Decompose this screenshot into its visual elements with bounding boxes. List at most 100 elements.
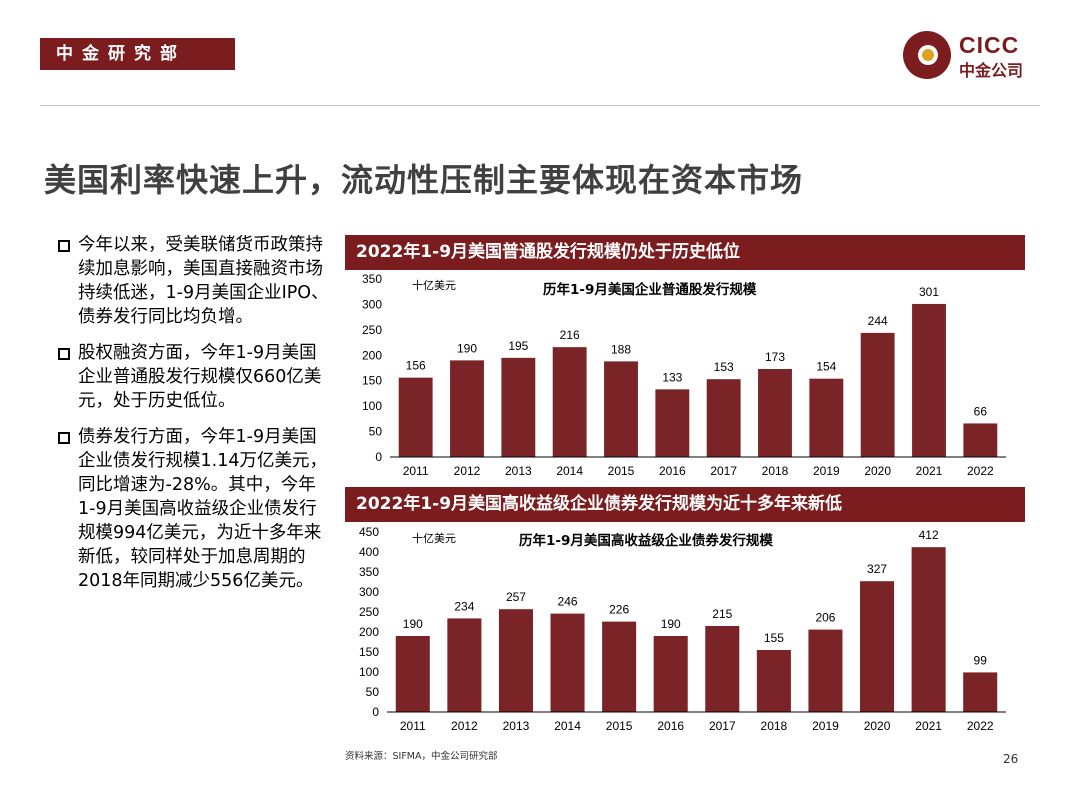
bullet-square-icon	[58, 348, 70, 360]
x-tick-label: 2017	[709, 719, 736, 733]
logo-text-cn: 中金公司	[959, 61, 1024, 80]
header-divider	[40, 105, 1040, 106]
data-label: 190	[661, 617, 681, 631]
page-number: 26	[1003, 752, 1019, 766]
y-tick-label: 400	[359, 545, 379, 559]
x-tick-label: 2014	[554, 719, 581, 733]
data-label: 66	[974, 404, 988, 418]
data-label: 153	[714, 360, 734, 374]
x-tick-label: 2015	[606, 719, 633, 733]
bar	[809, 378, 844, 457]
bar	[447, 618, 482, 712]
x-tick-label: 2011	[403, 464, 429, 478]
bullet-text: 今年以来，受美联储货币政策持续加息影响，美国直接融资市场持续低迷，1-9月美国企…	[78, 235, 329, 327]
bar	[604, 361, 638, 457]
bullet-item: 股权融资方面，今年1-9月美国企业普通股发行规模仅660亿美元，处于历史低位。	[58, 341, 333, 413]
data-label: 155	[764, 631, 784, 645]
y-tick-label: 0	[372, 705, 379, 719]
data-label: 244	[868, 314, 888, 328]
bullet-item: 今年以来，受美联储货币政策持续加息影响，美国直接融资市场持续低迷，1-9月美国企…	[58, 233, 333, 329]
bar	[552, 347, 587, 457]
y-tick-label: 100	[359, 665, 379, 679]
y-unit-label: 十亿美元	[412, 278, 456, 292]
data-label: 99	[974, 653, 988, 667]
y-tick-label: 0	[375, 450, 382, 464]
page-title: 美国利率快速上升，流动性压制主要体现在资本市场	[44, 161, 804, 199]
x-tick-label: 2017	[710, 464, 737, 478]
x-tick-label: 2012	[454, 464, 481, 478]
x-tick-label: 2015	[608, 464, 635, 478]
bar	[756, 650, 791, 712]
x-tick-label: 2020	[864, 464, 891, 478]
data-label: 412	[919, 528, 939, 542]
bar	[911, 547, 946, 712]
bar	[705, 626, 740, 712]
bar	[655, 389, 690, 457]
source-note: 资料来源：SIFMA，中金公司研究部	[345, 751, 498, 762]
data-label: 133	[662, 370, 682, 384]
data-label: 190	[457, 341, 477, 355]
data-label: 327	[867, 562, 887, 576]
section-title-equity: 2022年1-9月美国普通股发行规模仍处于历史低位	[345, 235, 1025, 270]
data-label: 234	[454, 599, 474, 613]
bullet-square-icon	[58, 432, 70, 444]
bullet-item: 债券发行方面，今年1-9月美国企业债发行规模1.14万亿美元，同比增速为-28%…	[58, 425, 333, 593]
x-tick-label: 2019	[813, 464, 840, 478]
bar	[963, 423, 998, 457]
x-tick-label: 2021	[916, 464, 943, 478]
bar	[450, 360, 484, 457]
data-label: 246	[558, 595, 578, 609]
bullet-text: 债券发行方面，今年1-9月美国企业债发行规模1.14万亿美元，同比增速为-28%…	[78, 427, 327, 591]
y-tick-label: 350	[362, 272, 382, 286]
data-label: 154	[816, 360, 836, 374]
y-tick-label: 200	[362, 348, 382, 362]
data-label: 216	[560, 328, 580, 342]
cicc-logo: CICC 中金公司	[901, 28, 1051, 84]
bar	[808, 629, 843, 712]
bar	[860, 581, 895, 712]
bar	[963, 672, 998, 712]
y-tick-label: 50	[369, 425, 383, 439]
bar	[498, 609, 533, 712]
equity-issuance-chart: 0 50 100 150 200 250 300 350 十亿美元 历年1-9月美国企业普通股发行…	[362, 272, 1006, 478]
x-tick-label: 2016	[659, 464, 686, 478]
section-title-high-yield: 2022年1-9月美国高收益级企业债券发行规模为近十多年来新低	[345, 487, 1025, 522]
bar	[602, 621, 637, 712]
bar	[758, 369, 792, 457]
data-label: 257	[506, 590, 526, 604]
y-tick-label: 150	[362, 374, 382, 388]
x-tick-label: 2022	[967, 719, 994, 733]
cicc-logo-icon	[903, 31, 957, 79]
chart-title: 历年1-9月美国高收益级企业债券发行规模	[519, 532, 773, 549]
high-yield-issuance-chart: 0 50 100 150 200 250 300 350 400 450 十亿美元 历年1-9月美国高…	[359, 525, 1006, 733]
bullet-text: 股权融资方面，今年1-9月美国企业普通股发行规模仅660亿美元，处于历史低位。	[78, 343, 322, 411]
y-tick-label: 300	[362, 297, 382, 311]
x-tick-label: 2016	[657, 719, 684, 733]
bullet-list: 今年以来，受美联储货币政策持续加息影响，美国直接融资市场持续低迷，1-9月美国企…	[58, 233, 333, 605]
y-tick-label: 150	[359, 645, 379, 659]
data-label: 156	[406, 359, 426, 373]
x-tick-label: 2018	[761, 719, 788, 733]
bar	[912, 303, 946, 457]
x-tick-label: 2014	[556, 464, 583, 478]
chart-title: 历年1-9月美国企业普通股发行规模	[543, 281, 757, 298]
data-label: 206	[815, 611, 835, 625]
data-label: 226	[609, 603, 629, 617]
y-tick-label: 450	[359, 525, 379, 539]
bar	[653, 636, 688, 712]
x-tick-label: 2021	[915, 719, 942, 733]
bar	[706, 379, 741, 457]
data-label: 301	[919, 285, 939, 299]
bar	[550, 613, 585, 712]
y-tick-label: 50	[366, 685, 380, 699]
x-tick-label: 2020	[864, 719, 891, 733]
x-tick-label: 2019	[812, 719, 839, 733]
y-unit-label: 十亿美元	[412, 531, 456, 545]
data-label: 195	[508, 339, 528, 353]
y-tick-label: 250	[362, 323, 382, 337]
bar	[860, 332, 895, 457]
y-tick-label: 300	[359, 585, 379, 599]
bar	[395, 636, 430, 712]
data-label: 188	[611, 342, 631, 356]
bar	[398, 377, 433, 457]
